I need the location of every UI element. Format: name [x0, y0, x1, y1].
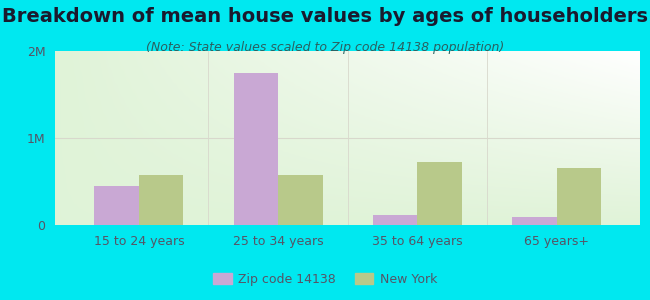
Bar — [373, 214, 417, 225]
Bar — [94, 186, 139, 225]
Legend: Zip code 14138, New York: Zip code 14138, New York — [208, 268, 442, 291]
Text: Breakdown of mean house values by ages of householders: Breakdown of mean house values by ages o… — [2, 8, 648, 26]
Bar — [139, 176, 183, 225]
Bar — [278, 176, 322, 225]
Bar — [556, 168, 601, 225]
Text: (Note: State values scaled to Zip code 14138 population): (Note: State values scaled to Zip code 1… — [146, 40, 504, 53]
Bar — [512, 217, 556, 225]
Bar — [417, 162, 462, 225]
Bar — [233, 73, 278, 225]
